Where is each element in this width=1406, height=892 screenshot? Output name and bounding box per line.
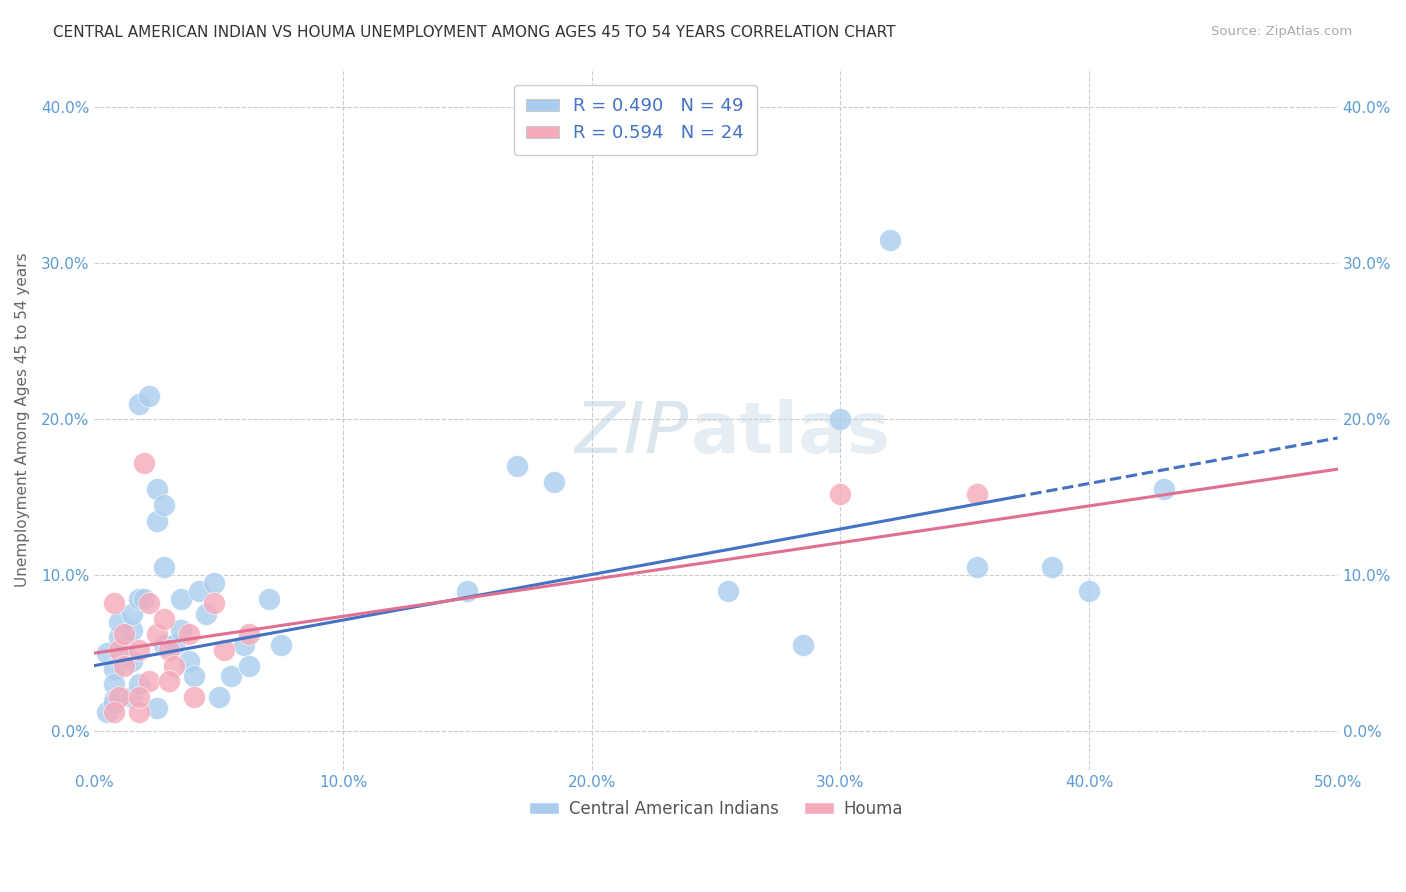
Point bbox=[138, 674, 160, 689]
Point bbox=[128, 677, 150, 691]
Point bbox=[108, 631, 131, 645]
Point bbox=[103, 596, 125, 610]
Point bbox=[187, 583, 209, 598]
Point bbox=[128, 591, 150, 606]
Point bbox=[153, 638, 176, 652]
Point bbox=[128, 643, 150, 657]
Point bbox=[145, 627, 167, 641]
Point bbox=[208, 690, 231, 704]
Point bbox=[134, 456, 156, 470]
Point bbox=[145, 700, 167, 714]
Point bbox=[202, 596, 225, 610]
Point bbox=[219, 669, 242, 683]
Point bbox=[830, 412, 852, 426]
Point bbox=[1153, 483, 1175, 497]
Point bbox=[163, 638, 186, 652]
Point bbox=[170, 591, 193, 606]
Point bbox=[128, 397, 150, 411]
Point bbox=[170, 623, 193, 637]
Y-axis label: Unemployment Among Ages 45 to 54 years: Unemployment Among Ages 45 to 54 years bbox=[15, 252, 30, 587]
Point bbox=[153, 498, 176, 512]
Point bbox=[121, 623, 143, 637]
Point bbox=[543, 475, 565, 489]
Point bbox=[456, 583, 478, 598]
Point bbox=[212, 643, 235, 657]
Point bbox=[1078, 583, 1101, 598]
Point bbox=[112, 658, 135, 673]
Point bbox=[103, 696, 125, 710]
Point bbox=[257, 591, 280, 606]
Text: CENTRAL AMERICAN INDIAN VS HOUMA UNEMPLOYMENT AMONG AGES 45 TO 54 YEARS CORRELAT: CENTRAL AMERICAN INDIAN VS HOUMA UNEMPLO… bbox=[53, 25, 896, 40]
Point bbox=[103, 693, 125, 707]
Point bbox=[157, 674, 180, 689]
Point bbox=[121, 607, 143, 621]
Point bbox=[153, 612, 176, 626]
Point bbox=[128, 706, 150, 720]
Point bbox=[121, 654, 143, 668]
Point bbox=[270, 638, 292, 652]
Point bbox=[157, 643, 180, 657]
Point bbox=[138, 389, 160, 403]
Point bbox=[177, 654, 200, 668]
Point bbox=[103, 706, 125, 720]
Point bbox=[792, 638, 814, 652]
Point bbox=[717, 583, 740, 598]
Text: ZIP: ZIP bbox=[574, 399, 689, 467]
Point bbox=[163, 658, 186, 673]
Point bbox=[134, 591, 156, 606]
Point bbox=[108, 690, 131, 704]
Point bbox=[1040, 560, 1063, 574]
Point bbox=[879, 233, 901, 247]
Point bbox=[96, 646, 118, 660]
Point bbox=[238, 658, 260, 673]
Point bbox=[145, 483, 167, 497]
Point bbox=[183, 669, 205, 683]
Point bbox=[145, 514, 167, 528]
Point bbox=[108, 643, 131, 657]
Point bbox=[177, 627, 200, 641]
Point bbox=[96, 706, 118, 720]
Point bbox=[103, 662, 125, 676]
Point bbox=[966, 560, 988, 574]
Text: Source: ZipAtlas.com: Source: ZipAtlas.com bbox=[1212, 25, 1353, 38]
Point bbox=[138, 596, 160, 610]
Point bbox=[232, 638, 254, 652]
Point bbox=[108, 615, 131, 629]
Point bbox=[121, 690, 143, 704]
Point bbox=[195, 607, 218, 621]
Point bbox=[966, 487, 988, 501]
Legend: Central American Indians, Houma: Central American Indians, Houma bbox=[522, 794, 910, 825]
Point bbox=[238, 627, 260, 641]
Point bbox=[506, 458, 529, 473]
Point bbox=[153, 560, 176, 574]
Point bbox=[128, 690, 150, 704]
Point bbox=[103, 677, 125, 691]
Text: atlas: atlas bbox=[692, 399, 891, 467]
Point bbox=[183, 690, 205, 704]
Point bbox=[830, 487, 852, 501]
Point bbox=[112, 638, 135, 652]
Point bbox=[202, 576, 225, 591]
Point bbox=[112, 627, 135, 641]
